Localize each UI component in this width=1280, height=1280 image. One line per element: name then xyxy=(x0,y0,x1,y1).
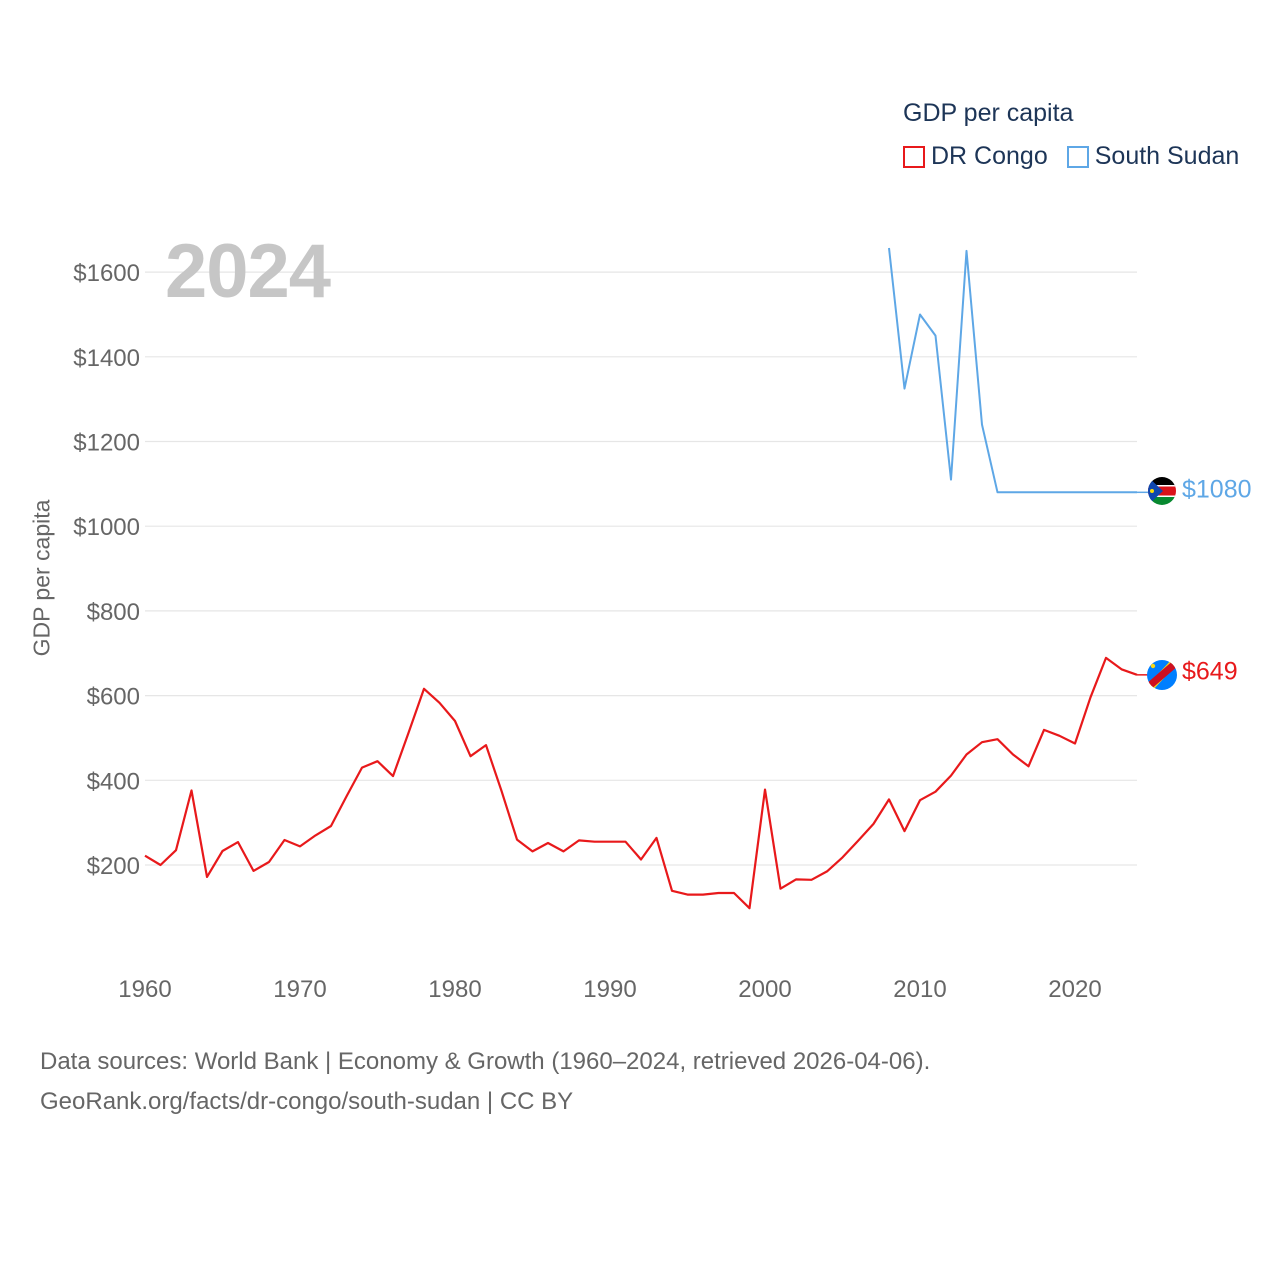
y-tick-label: $1000 xyxy=(73,514,140,541)
end-markers xyxy=(1147,477,1177,690)
legend: DR Congo South Sudan xyxy=(903,142,1258,171)
y-tick-label: $1200 xyxy=(73,430,140,457)
legend-label-south-sudan: South Sudan xyxy=(1094,142,1240,170)
y-tick-label: $1400 xyxy=(73,345,140,372)
end-label-dr-congo: $649 xyxy=(1182,657,1238,686)
x-tick-label: 1970 xyxy=(273,976,326,1003)
dr-congo-flag-icon xyxy=(1147,660,1177,690)
y-tick-label: $200 xyxy=(87,853,140,880)
y-tick-label: $600 xyxy=(87,684,140,711)
footer: Data sources: World Bank | Economy & Gro… xyxy=(40,1042,930,1122)
x-tick-label: 1960 xyxy=(118,976,171,1003)
x-axis-ticks: 1960 1970 1980 1990 2000 2010 2020 xyxy=(118,976,1101,1003)
series-line-dr-congo[interactable] xyxy=(144,656,1138,910)
y-axis-title: GDP per capita xyxy=(28,499,55,657)
footer-url-line[interactable]: GeoRank.org/facts/dr-congo/south-sudan |… xyxy=(40,1088,574,1115)
y-tick-label: $400 xyxy=(87,768,140,795)
series-line-south-sudan[interactable] xyxy=(888,247,1137,494)
legend-item-south-sudan[interactable]: South Sudan xyxy=(1066,142,1240,171)
legend-item-dr-congo[interactable]: DR Congo xyxy=(903,142,1048,171)
grid-lines xyxy=(145,271,1137,866)
x-tick-label: 2020 xyxy=(1048,976,1101,1003)
legend-label-dr-congo: DR Congo xyxy=(931,142,1048,170)
footer-source-line: Data sources: World Bank | Economy & Gro… xyxy=(40,1048,931,1075)
x-tick-label: 1980 xyxy=(428,976,481,1003)
x-tick-label: 2000 xyxy=(738,976,791,1003)
y-axis-ticks: $200 $400 $600 $800 $1000 $1200 $1400 $1600 xyxy=(73,260,140,880)
x-tick-label: 1990 xyxy=(583,976,636,1003)
y-tick-label: $800 xyxy=(87,599,140,626)
end-label-south-sudan: $1080 xyxy=(1182,475,1252,504)
year-watermark: 2024 xyxy=(165,229,331,314)
series-lines xyxy=(144,247,1148,910)
y-tick-label: $1600 xyxy=(73,260,140,287)
legend-swatch-dr-congo xyxy=(903,145,925,168)
legend-swatch-south-sudan xyxy=(1066,145,1089,168)
x-tick-label: 2010 xyxy=(893,976,946,1003)
legend-title: GDP per capita xyxy=(903,99,1074,127)
south-sudan-flag-icon xyxy=(1148,477,1176,505)
